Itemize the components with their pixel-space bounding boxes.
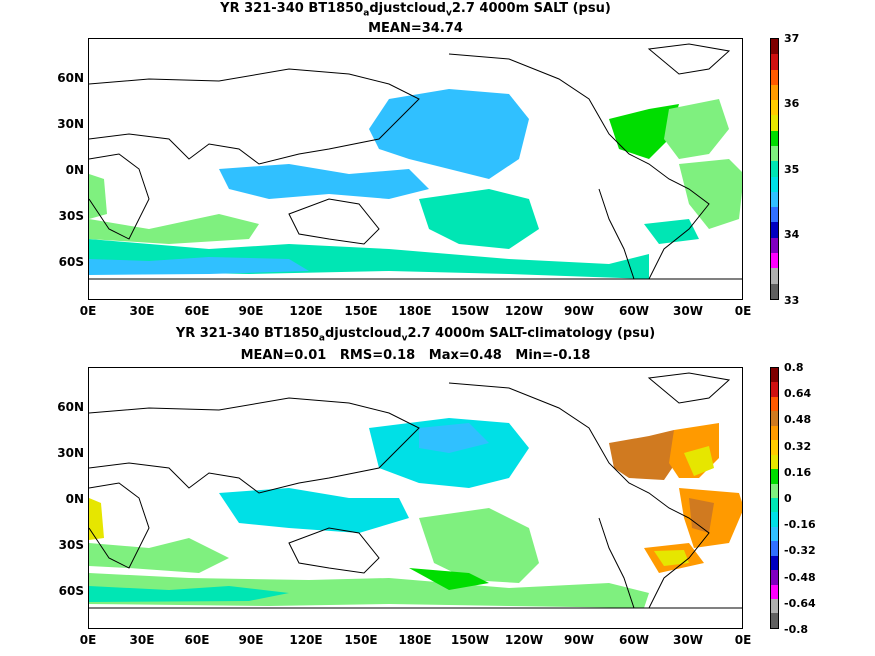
colorbar-segment: [771, 176, 778, 192]
panel2-lon-label: 60W: [619, 633, 649, 647]
panel2-lon-label: 150E: [344, 633, 378, 647]
panel1-lat-label-60s: 60S: [58, 255, 84, 269]
panel2-lon-label: 30W: [673, 633, 703, 647]
panel1-colorbar: [770, 38, 779, 300]
panel1-field: [89, 43, 742, 280]
panel2-colorbar-label: -0.8: [784, 623, 809, 636]
panel2-colorbar-label: 0: [784, 492, 792, 505]
colorbar-segment: [771, 368, 778, 383]
panel2-colorbar-label: -0.16: [784, 518, 816, 531]
colorbar-segment: [771, 69, 778, 85]
panel2-lat-label-0n: 0N: [65, 492, 84, 506]
panel1-lon-label: 150W: [450, 304, 490, 318]
colorbar-segment: [771, 526, 778, 542]
panel2-colorbar-label: -0.48: [784, 571, 816, 584]
panel1-lat-label-30s: 30S: [58, 209, 84, 223]
panel1-lon-label: 120W: [504, 304, 544, 318]
panel2-colorbar-label: -0.64: [784, 597, 816, 610]
panel2-lat-label-60n: 60N: [57, 400, 84, 414]
panel2-lon-label: 150W: [450, 633, 490, 647]
colorbar-segment: [771, 252, 778, 269]
panel2-lat-label-60s: 60S: [58, 584, 84, 598]
panel1-colorbar-label: 35: [784, 163, 800, 176]
colorbar-segment: [771, 396, 778, 412]
panel2-stats: MEAN=0.01 RMS=0.18 Max=0.48 Min=-0.18: [240, 348, 591, 363]
colorbar-segment: [771, 555, 778, 571]
colorbar-segment: [771, 541, 778, 556]
colorbar-segment: [771, 39, 778, 55]
panel2-colorbar-label: 0.48: [784, 413, 812, 426]
panel2-map: [88, 367, 743, 629]
panel1-stats: MEAN=34.74: [368, 21, 463, 36]
panel2-lon-label: 60E: [184, 633, 210, 647]
colorbar-segment: [771, 130, 778, 146]
colorbar-segment: [771, 84, 778, 101]
panel2-colorbar-label: 0.64: [784, 387, 812, 400]
colorbar-segment: [771, 483, 778, 498]
colorbar-segment: [771, 613, 778, 628]
colorbar-segment: [771, 469, 778, 484]
colorbar-segment: [771, 222, 778, 238]
panel1-lon-label: 30E: [129, 304, 155, 318]
panel2-lon-label: 120W: [504, 633, 544, 647]
colorbar-segment: [771, 440, 778, 455]
colorbar-segment: [771, 207, 778, 223]
panel2-colorbar-label: 0.32: [784, 440, 812, 453]
colorbar-segment: [771, 268, 778, 284]
colorbar-segment: [771, 454, 778, 470]
colorbar-segment: [771, 191, 778, 208]
panel1-colorbar-label: 36: [784, 97, 800, 110]
panel2-lon-label: 120E: [289, 633, 323, 647]
panel2-lon-label: 90W: [564, 633, 594, 647]
panel1-lat-label-30n: 30N: [57, 117, 84, 131]
panel2-lat-label-30n: 30N: [57, 446, 84, 460]
colorbar-segment: [771, 599, 778, 614]
panel2-lon-label: 180E: [398, 633, 432, 647]
panel2-lon-label: 0E: [79, 633, 97, 647]
panel1-lon-label: 150E: [344, 304, 378, 318]
panel1-lat-label-0n: 0N: [65, 163, 84, 177]
panel2-title: YR 321-340 BT1850adjustcloudv2.7 4000m S…: [175, 326, 656, 344]
panel1-lon-label: 90W: [564, 304, 594, 318]
colorbar-segment: [771, 425, 778, 441]
colorbar-segment: [771, 100, 778, 116]
colorbar-segment: [771, 237, 778, 253]
colorbar-segment: [771, 382, 778, 397]
colorbar-segment: [771, 570, 778, 585]
panel2-colorbar: [770, 367, 779, 629]
panel1-lon-label: 180E: [398, 304, 432, 318]
colorbar-segment: [771, 512, 778, 527]
panel1-colorbar-label: 37: [784, 32, 800, 45]
panel2-colorbar-label: 0.8: [784, 361, 804, 374]
panel2-lon-label: 0E: [734, 633, 752, 647]
panel1-lon-label: 0E: [734, 304, 752, 318]
colorbar-segment: [771, 497, 778, 513]
panel1-lon-label: 120E: [289, 304, 323, 318]
colorbar-segment: [771, 283, 778, 299]
colorbar-segment: [771, 54, 778, 70]
colorbar-segment: [771, 145, 778, 162]
panel2-lon-label: 90E: [238, 633, 264, 647]
panel1-lon-label: 90E: [238, 304, 264, 318]
colorbar-segment: [771, 161, 778, 177]
colorbar-segment: [771, 584, 778, 599]
panel1-lon-label: 60E: [184, 304, 210, 318]
panel1-map: [88, 38, 743, 300]
panel1-lon-label: 60W: [619, 304, 649, 318]
panel1-lon-label: 0E: [79, 304, 97, 318]
panel2-lon-label: 30E: [129, 633, 155, 647]
panel1-colorbar-label: 33: [784, 294, 800, 307]
panel2-field: [89, 372, 742, 609]
panel1-colorbar-label: 34: [784, 228, 800, 241]
panel2-colorbar-label: -0.32: [784, 544, 816, 557]
panel1-lat-label-60n: 60N: [57, 71, 84, 85]
panel2-colorbar-label: 0.16: [784, 466, 812, 479]
panel1-title: YR 321-340 BT1850adjustcloudv2.7 4000m S…: [220, 1, 611, 19]
panel1-lon-label: 30W: [673, 304, 703, 318]
colorbar-segment: [771, 115, 778, 131]
panel2-lat-label-30s: 30S: [58, 538, 84, 552]
colorbar-segment: [771, 411, 778, 426]
